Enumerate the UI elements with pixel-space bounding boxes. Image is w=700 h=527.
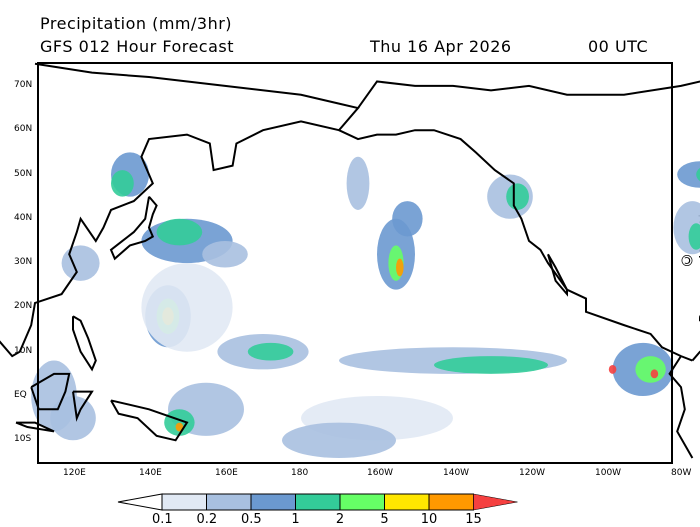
precip-area [506, 183, 529, 210]
lon-label: 80W [671, 468, 692, 478]
precip-area [688, 223, 700, 250]
map-title: Precipitation (mm/3hr) [40, 14, 233, 33]
lon-label: 100W [595, 468, 622, 478]
coastline [0, 62, 360, 358]
precip-area [175, 422, 184, 432]
colorbar-tick-label: 10 [420, 512, 438, 527]
precip-area [608, 364, 617, 374]
coastline [109, 195, 158, 261]
precip-area [247, 342, 294, 361]
colorbar-segment [295, 493, 341, 511]
lon-label: 160W [367, 468, 394, 478]
colorbar-tick-label: 0.2 [196, 512, 218, 527]
precip-area [696, 167, 700, 182]
lon-label: 120W [519, 468, 546, 478]
coastline [15, 421, 55, 433]
lon-label: 120E [63, 468, 86, 478]
lat-label: 50N [14, 168, 33, 179]
colorbar-tick-label: 0.1 [152, 512, 173, 527]
lat-label: 10N [14, 345, 33, 356]
colorbar-segment [206, 493, 252, 511]
colorbar-segment [339, 493, 385, 511]
precip-area [31, 360, 77, 432]
coastline [72, 390, 94, 422]
coastline [357, 80, 700, 109]
lat-label: 70N [14, 79, 33, 90]
precip-area [392, 201, 423, 237]
precip-area [434, 356, 548, 374]
colorbar-tick-label: 1 [291, 512, 300, 527]
lat-label: 10S [14, 434, 32, 445]
precip-area [156, 218, 203, 246]
precip-area [61, 245, 100, 281]
precip-area [164, 409, 195, 436]
precip-area [141, 263, 233, 352]
precip-area [396, 258, 404, 277]
coastline [691, 350, 700, 362]
colorbar-segment [384, 493, 430, 511]
model-label: GFS 012 Hour Forecast [40, 37, 235, 56]
lat-label: 30N [14, 257, 33, 268]
precip-area [282, 422, 396, 459]
forecast-time: 00 UTC [588, 37, 649, 56]
colorbar-tick-label: 15 [465, 512, 482, 527]
colorbar-tick-label: 2 [335, 512, 345, 527]
precip-area [202, 240, 248, 268]
precip-area [111, 170, 134, 197]
colorbar-segment [250, 493, 296, 511]
colorbar-tick-label: 0.5 [241, 512, 262, 527]
precip-area [677, 161, 700, 188]
colorbar-tick-label: 5 [380, 512, 389, 527]
lon-label: 160E [215, 468, 238, 478]
lon-label: 140E [139, 468, 162, 478]
colorbar-segment [161, 493, 207, 511]
coastline [338, 129, 693, 362]
lat-label: 20N [14, 301, 33, 312]
coastline [547, 253, 568, 297]
lon-label: 180 [291, 468, 309, 478]
coastline [72, 315, 97, 372]
forecast-date: Thu 16 Apr 2026 [370, 37, 512, 56]
lat-label: 40N [14, 212, 33, 223]
map-frame [37, 62, 673, 464]
colorbar-low-triangle [117, 493, 163, 511]
precip-area [650, 369, 659, 379]
precip-area [346, 156, 370, 210]
lat-label: 60N [14, 124, 33, 135]
lon-label: 140W [443, 468, 470, 478]
colorbar-segment [428, 493, 474, 511]
colorbar-high-triangle [473, 493, 518, 511]
lat-label: EQ [14, 390, 27, 400]
coastline [110, 399, 189, 442]
precip-area [635, 356, 666, 383]
